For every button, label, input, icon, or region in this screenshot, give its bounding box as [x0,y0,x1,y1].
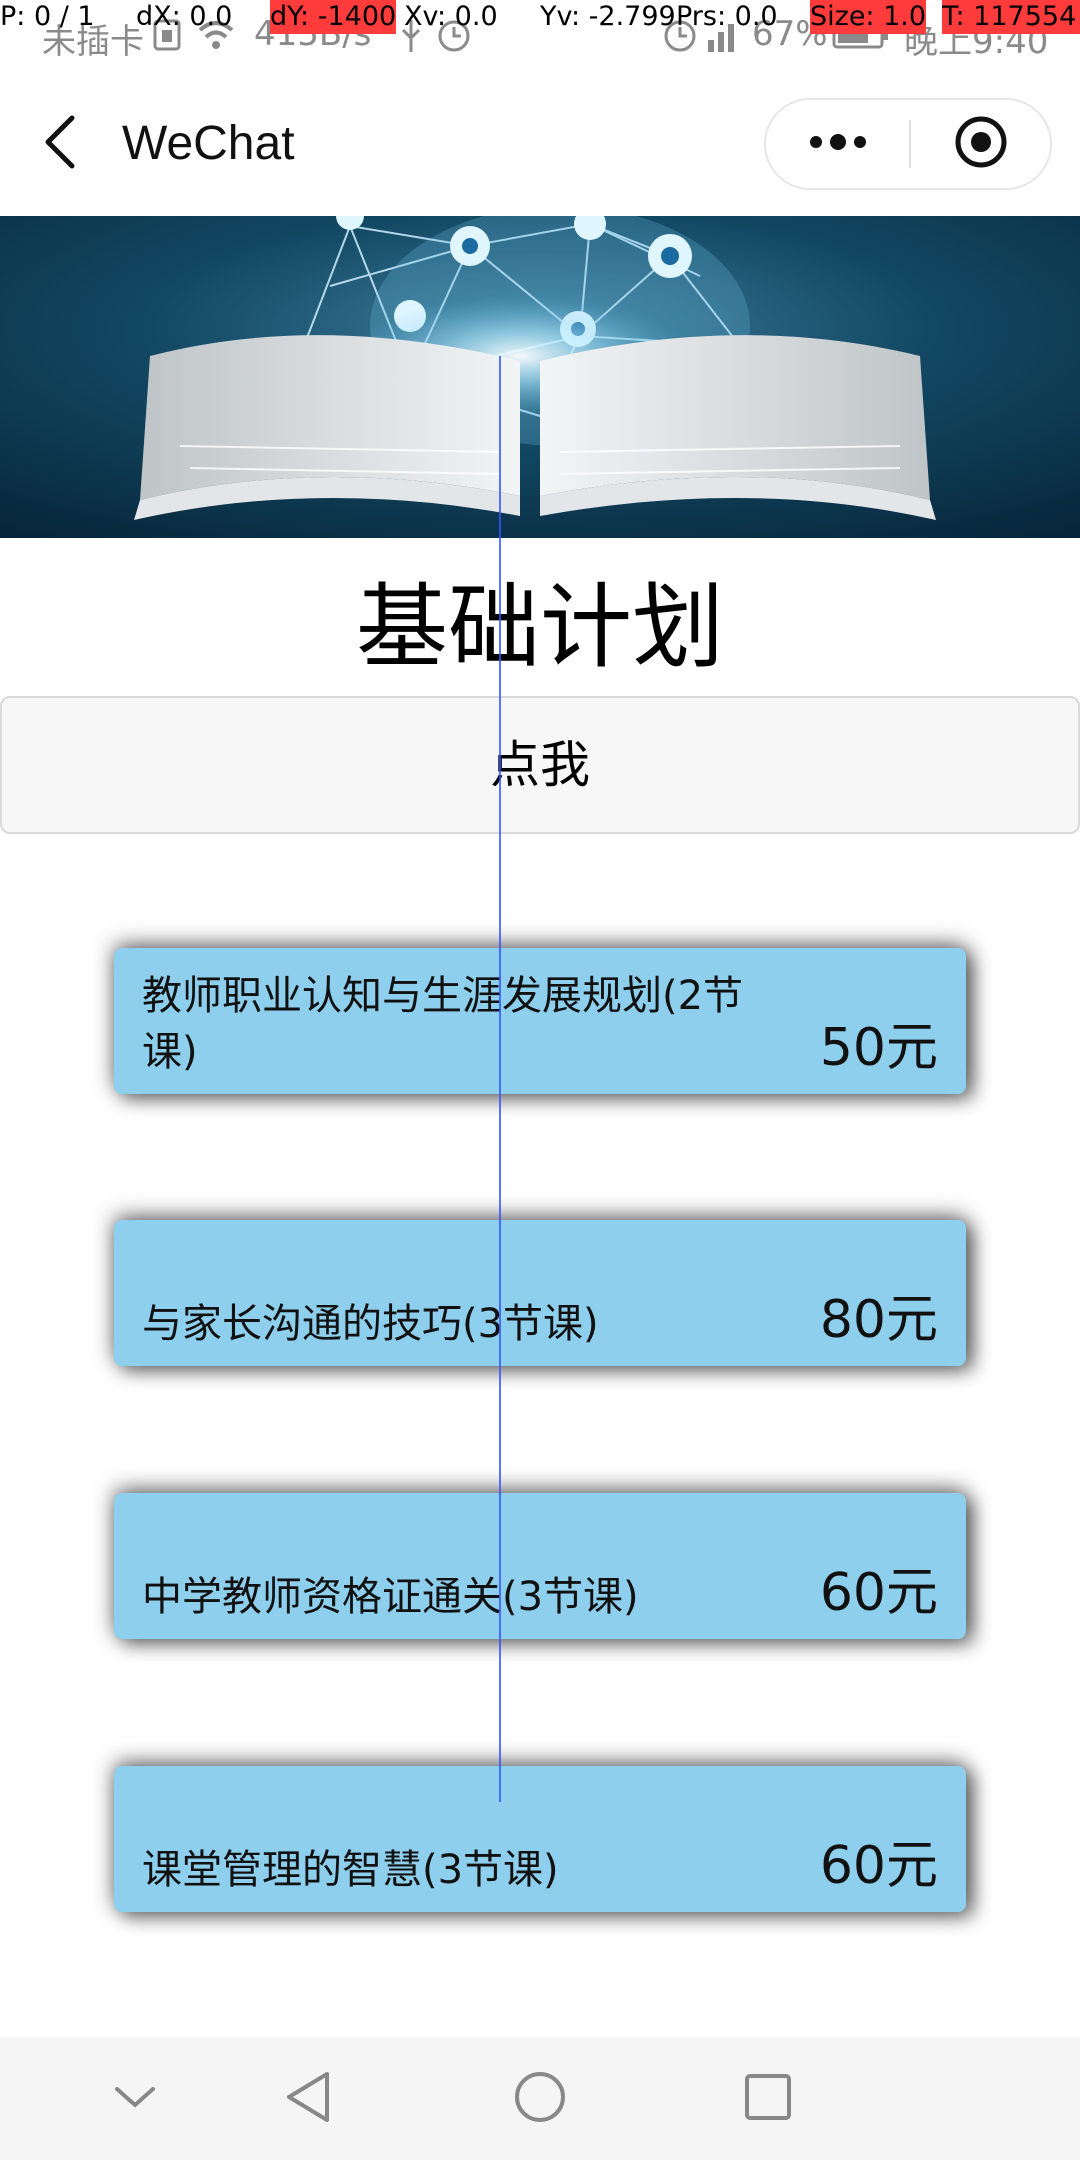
wifi-icon [196,18,236,61]
course-price: 60元 [819,1563,938,1623]
pointer-debug-overlay: P: 0 / 1 dX: 0.0 dY: -1400 Xv: 0.0 Yv: -… [0,0,1080,34]
more-dots-icon [808,132,868,156]
debug-xv: Xv: 0.0 [404,1,498,32]
usb-icon [398,18,424,63]
more-button[interactable] [766,100,910,188]
debug-dx: dX: 0.0 [136,1,233,32]
debug-size: Size: 1.0 [810,0,927,34]
hide-nav-button[interactable] [100,2066,170,2132]
debug-pointer: P: 0 / 1 [0,1,95,32]
course-card[interactable]: 与家长沟通的技巧(3节课) 80元 [114,1220,966,1366]
debug-dy: dY: -1400 [270,0,397,34]
debug-prs: Prs: 0.0 [676,1,778,32]
carrier-label: 未插卡 [42,22,144,62]
course-name: 中学教师资格证通关(3节课) [142,1574,639,1620]
recents-square-icon [743,2072,793,2126]
clock-icon [436,18,472,63]
system-nav-bar [0,2038,1080,2160]
course-price: 80元 [819,1290,938,1350]
target-close-icon [953,114,1009,174]
tap-me-button[interactable]: 点我 [0,696,1080,834]
pointer-trace-line [499,356,501,1802]
chevron-left-icon [42,114,78,174]
course-name: 课堂管理的智慧(3节课) [142,1847,559,1893]
course-price: 50元 [819,1018,938,1078]
course-price: 60元 [819,1836,938,1896]
back-triangle-icon [283,2070,333,2128]
signal-icon [706,18,746,63]
nav-back-button[interactable] [273,2066,343,2132]
course-name: 教师职业认知与生涯发展规划(2节课) [142,973,744,1075]
course-name: 与家长沟通的技巧(3节课) [142,1301,599,1347]
sim-icon [152,18,182,61]
page-title: 基础计划 [355,574,724,681]
alarm-icon [662,18,698,63]
nav-home-button[interactable] [505,2066,575,2132]
debug-yv: Yv: -2.799 [540,1,676,32]
home-circle-icon [513,2070,567,2128]
mini-program-capsule [764,98,1052,190]
course-card[interactable]: 中学教师资格证通关(3节课) 60元 [114,1493,966,1639]
banner-image [0,216,1080,538]
page-title-bar-text: WeChat [122,117,295,170]
debug-time: T: 117554 [942,0,1080,34]
close-button[interactable] [911,100,1050,188]
course-card[interactable]: 课堂管理的智慧(3节课) 60元 [114,1766,966,1912]
chevron-down-icon [113,2083,157,2115]
course-card[interactable]: 教师职业认知与生涯发展规划(2节课) 50元 [114,948,966,1094]
capsule-divider [909,120,911,168]
nav-recents-button[interactable] [733,2066,803,2132]
back-button[interactable] [32,108,88,180]
title-bar: WeChat [0,72,1080,216]
